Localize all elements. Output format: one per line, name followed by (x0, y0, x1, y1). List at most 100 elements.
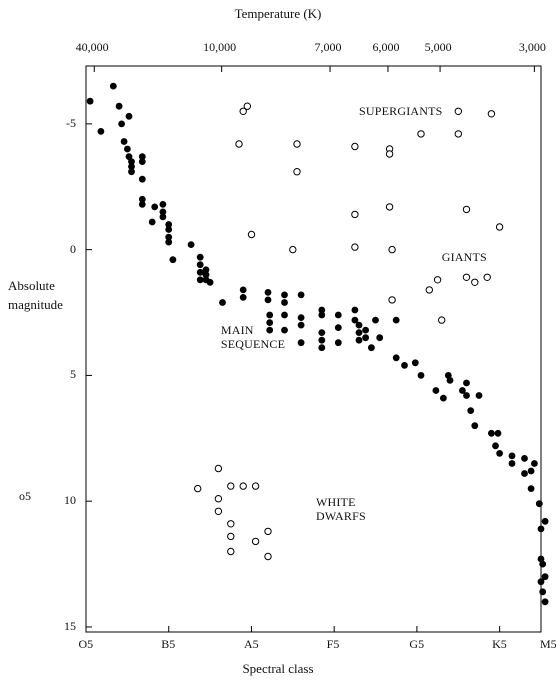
open-star-point (462, 205, 471, 214)
filled-star-point (318, 311, 326, 319)
open-star-point (251, 482, 260, 490)
open-star-point (487, 110, 496, 118)
giants-label-line: GIANTS (441, 249, 487, 264)
filled-star-point (128, 163, 135, 171)
open-star-point (214, 507, 223, 515)
white-dwarfs-label-line: DWARFS (315, 508, 366, 523)
top-tick-label: 6,000 (372, 40, 400, 54)
filled-star-point (165, 233, 173, 241)
open-star-point (388, 296, 396, 304)
filled-star-point (531, 460, 538, 467)
open-star-point (483, 273, 491, 281)
filled-star-point (239, 294, 247, 301)
y-tick-label: 10 (64, 493, 76, 508)
filled-star-point (521, 455, 528, 462)
filled-star-point (392, 354, 400, 362)
filled-star-point (159, 208, 167, 216)
open-star-point (385, 150, 394, 158)
open-star-point (385, 203, 394, 211)
filled-star-point (148, 218, 156, 226)
x-tick-label: G5 (409, 637, 425, 651)
filled-star-point (463, 379, 470, 387)
filled-star-point (165, 226, 173, 233)
y-tick-label: -5 (66, 115, 76, 130)
filled-star-point (281, 299, 288, 306)
x-tick-label: A5 (243, 637, 259, 651)
top-tick-label: 7,000 (314, 40, 342, 54)
filled-star-point (281, 326, 288, 334)
filled-star-point (417, 372, 425, 379)
filled-star-point (351, 316, 359, 324)
data-points (86, 82, 549, 606)
filled-star-point (463, 392, 470, 399)
filled-star-point (475, 392, 483, 399)
filled-star-point (187, 241, 195, 249)
filled-star-point (508, 460, 516, 467)
main-sequence-label-line: SEQUENCE (220, 336, 286, 351)
filled-star-point (109, 82, 117, 90)
filled-star-point (281, 291, 288, 299)
filled-star-point (125, 112, 133, 120)
x-tick-label: F5 (326, 637, 340, 651)
filled-star-point (494, 429, 502, 437)
filled-star-point (196, 268, 204, 276)
filled-star-point (264, 289, 272, 296)
filled-star-point (281, 311, 288, 319)
open-star-point (227, 520, 235, 528)
y-tick-label: 5 (70, 367, 76, 382)
y-tick-label: 15 (64, 618, 76, 633)
filled-star-point (362, 334, 369, 342)
y-axis-title: Absolute magnitude (8, 276, 63, 314)
filled-star-point (196, 253, 204, 261)
open-star-point (293, 168, 301, 176)
open-star-point (239, 482, 247, 490)
open-star-point (495, 223, 504, 231)
plot-area-frame (85, 65, 542, 633)
open-star-point (454, 130, 462, 138)
side-label: o5 (19, 489, 31, 503)
filled-star-point (138, 195, 146, 203)
top-axis-title: Temperature (K) (234, 6, 322, 21)
filled-star-point (115, 102, 123, 110)
open-star-point (247, 230, 256, 239)
top-tick-label: 10,000 (203, 40, 237, 54)
filled-star-point (411, 359, 419, 367)
filled-star-point (535, 500, 543, 508)
giants-label: GIANTS (442, 250, 487, 264)
open-star-point (235, 140, 243, 148)
filled-star-point (318, 329, 326, 336)
filled-star-point (124, 145, 131, 153)
filled-star-point (202, 271, 210, 279)
open-star-point (388, 245, 396, 254)
main-sequence-label: MAIN SEQUENCE (221, 323, 285, 351)
filled-star-point (537, 555, 545, 563)
filled-star-point (318, 336, 326, 344)
filled-star-point (159, 213, 167, 221)
open-star-point (243, 102, 252, 110)
open-star-point (289, 245, 297, 254)
axis-ticks (85, 66, 535, 632)
filled-star-point (219, 299, 226, 306)
filled-star-point (165, 221, 173, 228)
filled-star-point (508, 452, 516, 460)
filled-star-point (351, 306, 359, 314)
filled-star-point (138, 175, 146, 183)
filled-star-point (521, 470, 528, 477)
open-star-point (425, 286, 433, 294)
filled-star-point (537, 525, 545, 533)
filled-star-point (446, 377, 454, 384)
open-star-point (227, 532, 235, 541)
filled-star-point (138, 201, 146, 208)
filled-star-point (165, 238, 173, 246)
open-star-point (214, 495, 223, 503)
open-star-point (251, 537, 260, 546)
y-axis-title-line-2: magnitude (8, 297, 63, 312)
filled-star-point (492, 442, 499, 450)
open-star-point (454, 107, 462, 116)
open-star-point (264, 527, 272, 536)
open-star-point (462, 273, 471, 281)
open-star-point (214, 464, 223, 473)
open-star-point (438, 316, 446, 324)
filled-star-point (401, 362, 408, 369)
